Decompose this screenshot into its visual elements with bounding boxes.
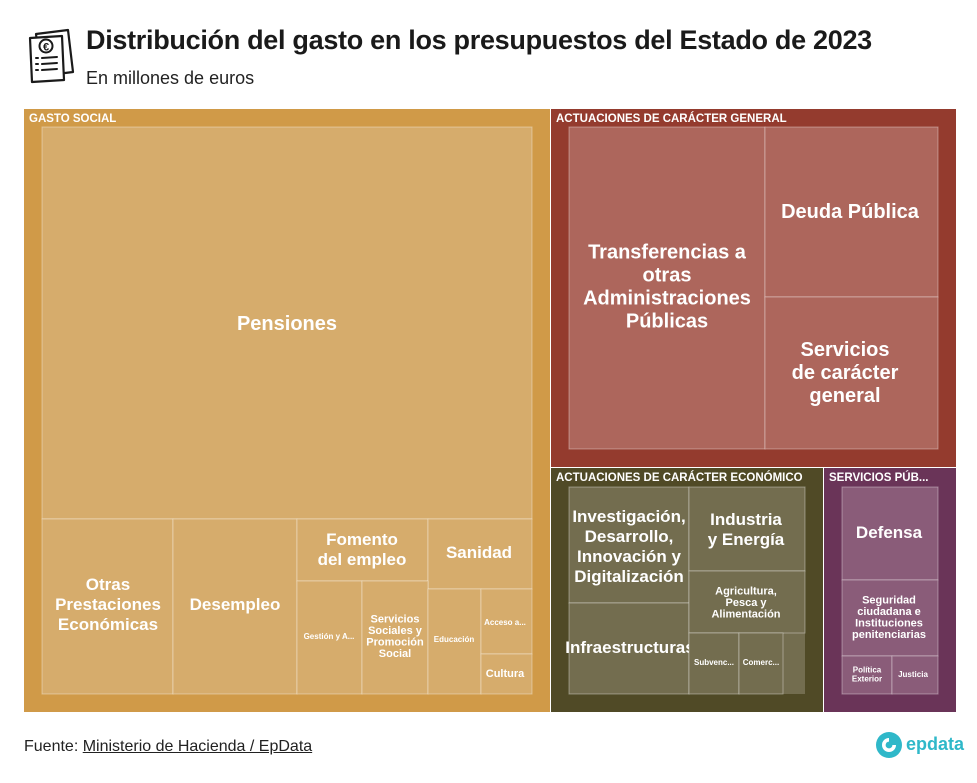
svg-text:€: € [43, 42, 49, 54]
source-label: Fuente: [24, 738, 83, 755]
treemap-cell-1-1[interactable] [764, 126, 939, 298]
treemap-label-2-3: Agricultura, Pesca y Alimentación [711, 585, 780, 620]
treemap-cell-3-2[interactable] [841, 655, 893, 695]
group-2-label: ACTUACIONES DE CARÁCTER ECONÓMICO [556, 471, 803, 484]
treemap-label-0-0: Pensiones [237, 313, 337, 335]
treemap-cell-0-4[interactable] [427, 518, 533, 590]
treemap-label-1-2: Servicios de carácter general [792, 339, 899, 407]
treemap-label-1-0: Transferencias a otras Administraciones Púb… [583, 242, 751, 333]
treemap-cell-2-4[interactable] [688, 632, 740, 695]
treemap-label-0-9: Cultura [486, 668, 525, 680]
treemap-label-0-4: Sanidad [446, 543, 512, 562]
treemap-cell-2-1[interactable] [688, 486, 806, 572]
treemap-label-0-1: Otras Prestaciones Económicas [55, 575, 161, 634]
group-1-label: ACTUACIONES DE CARÁCTER GENERAL [556, 112, 787, 125]
treemap-label-2-0: Investigación, Desarrollo, Innovación y Dig… [572, 507, 685, 586]
source-note: Fuente: Ministerio de Hacienda / EpData [24, 738, 312, 756]
treemap-cell-0-9[interactable] [480, 653, 533, 695]
treemap-label-0-8: Acceso a... [484, 618, 526, 627]
treemap-label-3-3: Justicia [898, 670, 928, 679]
treemap-cell-0-7[interactable] [427, 588, 482, 695]
treemap-label-3-1: Seguridad ciudadana e Instituciones peniten… [852, 595, 926, 642]
treemap-cell-0-8[interactable] [480, 588, 533, 655]
treemap-cell-2-5[interactable] [738, 632, 784, 695]
treemap-label-0-5: Gestión y A... [304, 632, 355, 641]
treemap-label-0-7: Educación [434, 635, 475, 644]
chart-title: Distribución del gasto en los presupuest… [86, 25, 872, 55]
treemap-cell-1-0[interactable] [568, 126, 766, 450]
treemap-cell-1-2[interactable] [764, 296, 939, 450]
treemap-cell-2-0[interactable] [568, 486, 690, 604]
treemap-label-2-5: Comerc... [743, 658, 779, 667]
brand-name: epdata [906, 734, 965, 754]
treemap-label-0-3: Fomento del empleo [318, 530, 407, 569]
treemap-label-2-1: Industria y Energía [708, 510, 785, 549]
treemap-label-0-6: Servicios Sociales y Promoción Social [366, 614, 424, 661]
treemap-cell-3-3[interactable] [891, 655, 939, 695]
treemap-label-2-2: Infraestructuras [565, 638, 694, 657]
treemap-label-2-4: Subvenc... [694, 658, 734, 667]
treemap-cell-3-1[interactable] [841, 579, 939, 657]
chart-subtitle: En millones de euros [86, 68, 255, 88]
document-euro-icon: € [24, 26, 78, 86]
treemap-cell-0-5[interactable] [296, 580, 363, 695]
group-3-label: SERVICIOS PÚB... [829, 471, 928, 484]
treemap-cell-0-1[interactable] [41, 518, 174, 695]
treemap-label-1-1: Deuda Pública [781, 201, 920, 223]
epdata-logo-icon [876, 732, 902, 758]
treemap-label-3-2: Política Exterior [852, 665, 882, 683]
treemap-cell-2-3[interactable] [688, 570, 806, 634]
treemap-label-3-0: Defensa [856, 523, 923, 542]
treemap-label-0-2: Desempleo [190, 595, 281, 614]
treemap-cell-0-2[interactable] [172, 518, 298, 695]
source-link[interactable]: Ministerio de Hacienda / EpData [82, 738, 313, 755]
treemap-cell-0-0[interactable] [41, 126, 533, 520]
treemap-cell-0-6[interactable] [361, 580, 429, 695]
group-0-label: GASTO SOCIAL [29, 113, 116, 125]
